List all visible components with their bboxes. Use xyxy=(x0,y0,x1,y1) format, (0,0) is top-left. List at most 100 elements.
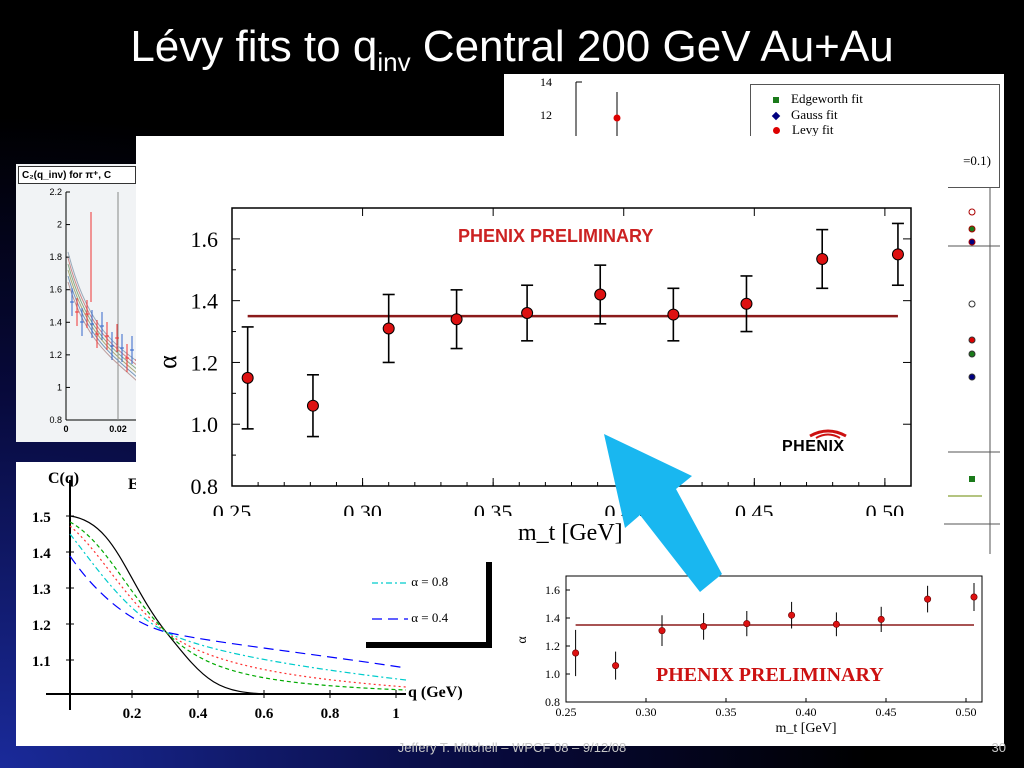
phenix-logo-mark xyxy=(809,429,847,439)
data-point xyxy=(382,322,395,335)
footer-text: Jeffery T. Mitchell – WPCF 08 – 9/12/08 xyxy=(397,740,627,755)
small-data-point xyxy=(832,620,840,628)
legend-item-alpha-04: α = 0.4 xyxy=(372,610,449,625)
c2-qinv-plot: 2.2 2 1.8 1.6 1.4 1.2 1 0.80 0.02 xyxy=(49,187,138,434)
small-plot-frame xyxy=(565,575,983,703)
small-x-tick-label: 0.50 xyxy=(956,705,977,719)
small-data-point xyxy=(612,662,620,670)
data-point xyxy=(816,252,829,265)
legend-levy: Levy fit xyxy=(773,122,834,138)
cq-y-tick-label: 1.1 xyxy=(32,654,51,670)
data-point xyxy=(521,307,534,320)
data-point xyxy=(667,308,680,321)
cq-curve-alpha-08 xyxy=(69,533,407,681)
y-tick-label: 1.6 xyxy=(191,227,219,252)
slide-number: 30 xyxy=(991,740,1006,755)
cq-ylabel: C(q) xyxy=(48,470,80,487)
small-data-point xyxy=(700,622,708,630)
top-y-tick-label: 12 xyxy=(540,108,552,122)
c2-fit-curve xyxy=(67,281,138,383)
y-tick-label: 0.8 xyxy=(191,474,219,499)
cq-x-tick-label: 0.6 xyxy=(255,706,274,722)
cq-label-fragment: E xyxy=(128,476,139,493)
c2-panel-header: C₂(q_inv) for π⁺, C xyxy=(18,166,136,184)
small-data-point xyxy=(924,595,932,603)
small-data-point xyxy=(788,611,796,619)
c2-y-tick-label: 1 xyxy=(57,382,62,392)
small-x-tick-label: 0.45 xyxy=(876,705,897,719)
c2-fit-curve xyxy=(67,269,138,375)
cq-x-tick-label: 0.4 xyxy=(189,706,208,722)
data-point xyxy=(891,248,904,261)
cq-x-tick-label: 1 xyxy=(392,706,400,722)
chart-watermark: PHENIX PRELIMINARY xyxy=(458,226,654,246)
main-xlabel-box: m_t [GeV] xyxy=(490,516,640,560)
c2-y-tick-label: 1.8 xyxy=(49,252,62,262)
c2-x-tick-label: 0 xyxy=(63,424,68,434)
top-data-point xyxy=(613,114,621,122)
main-xlabel: m_t [GeV] xyxy=(518,520,623,546)
small-y-tick-label: 1.4 xyxy=(545,611,560,625)
x-tick-label: 0.30 xyxy=(343,500,382,516)
small-x-tick-label: 0.25 xyxy=(556,705,577,719)
cq-curve-alpha-04 xyxy=(69,555,407,669)
small-chart-watermark: PHENIX PRELIMINARY xyxy=(656,664,884,686)
top-y-tick-label: 14 xyxy=(540,75,552,89)
side-marker xyxy=(969,476,975,482)
cq-y-tick-label: 1.2 xyxy=(32,618,51,634)
cq-y-tick-label: 1.5 xyxy=(32,510,51,526)
c2-y-tick-label: 0.8 xyxy=(49,415,62,425)
side-marker xyxy=(968,225,976,233)
legend-item-alpha-08: α = 0.8 xyxy=(372,574,449,589)
y-tick-label: 1.4 xyxy=(191,289,219,314)
small-data-point xyxy=(743,620,751,628)
x-tick-label: 0.35 xyxy=(474,500,512,516)
side-marker xyxy=(968,238,976,246)
c2-fit-curve xyxy=(67,263,138,371)
small-data-point xyxy=(877,615,885,623)
x-tick-label: 0.40 xyxy=(604,500,643,516)
small-x-tick-label: 0.30 xyxy=(636,705,657,719)
cq-curve-alpha-12 xyxy=(69,525,407,688)
data-point xyxy=(306,399,319,412)
small-data-point xyxy=(970,593,978,601)
main-alpha-chart-panel: 0.25 0.30 0.35 0.40 0.45 0.50 1.6 1.4 1.2 1.0 0.8 α… xyxy=(136,136,948,516)
c2-fit-curve xyxy=(67,257,138,367)
fit-comparison-plot: 14 12 0.25 0.30 0.35 0.40 0.45 0.50 1.6 1.4 1.2 1.0… xyxy=(515,75,1000,736)
c2-fit-curve xyxy=(67,251,138,363)
slide-title: Lévy fits to qinv Central 200 GeV Au+Au xyxy=(130,22,894,77)
data-point xyxy=(740,297,753,310)
legend-gauss: Gauss fit xyxy=(771,107,838,123)
x-tick-label: 0.45 xyxy=(735,500,774,516)
side-marker xyxy=(968,373,976,381)
x-tick-label: 0.25 xyxy=(213,500,252,516)
cq-y-tick-label: 1.4 xyxy=(32,546,51,562)
x-tick-label: 0.50 xyxy=(866,500,905,516)
c2-qinv-panel: C₂(q_inv) for π⁺, C 2.2 2 1.8 1.6 1.4 1.2 1 0.8… xyxy=(16,164,138,442)
y-tick-label: 1.0 xyxy=(191,412,219,437)
cq-legend: α = 0.8 α = 0.4 xyxy=(366,562,492,648)
c2-y-tick-label: 2 xyxy=(57,220,62,230)
c2-fit-curve xyxy=(67,275,138,379)
small-x-tick-label: 0.35 xyxy=(716,705,737,719)
small-y-tick-label: 0.8 xyxy=(545,695,560,709)
small-y-axis-label: α xyxy=(515,636,530,644)
c2-y-tick-label: 1.2 xyxy=(49,350,62,360)
phenix-logo: PHENIX xyxy=(780,426,876,462)
cq-xlabel: q (GeV) xyxy=(408,684,463,701)
cq-y-tick-label: 1.3 xyxy=(32,582,51,598)
small-y-tick-label: 1.2 xyxy=(545,639,560,653)
small-data-point xyxy=(572,649,580,657)
side-marker xyxy=(968,300,976,308)
y-axis-label: α xyxy=(153,355,182,369)
c2-y-tick-label: 1.6 xyxy=(49,285,62,295)
c2-y-tick-label: 1.4 xyxy=(49,317,62,327)
y-tick-label: 1.2 xyxy=(191,350,219,375)
small-data-point xyxy=(658,627,666,635)
small-x-tick-label: 0.40 xyxy=(796,705,817,719)
small-y-tick-label: 1.0 xyxy=(545,667,560,681)
data-point xyxy=(450,313,463,326)
side-marker xyxy=(968,350,976,358)
small-y-tick-label: 1.6 xyxy=(545,583,560,597)
cq-curve-gauss xyxy=(69,515,406,695)
